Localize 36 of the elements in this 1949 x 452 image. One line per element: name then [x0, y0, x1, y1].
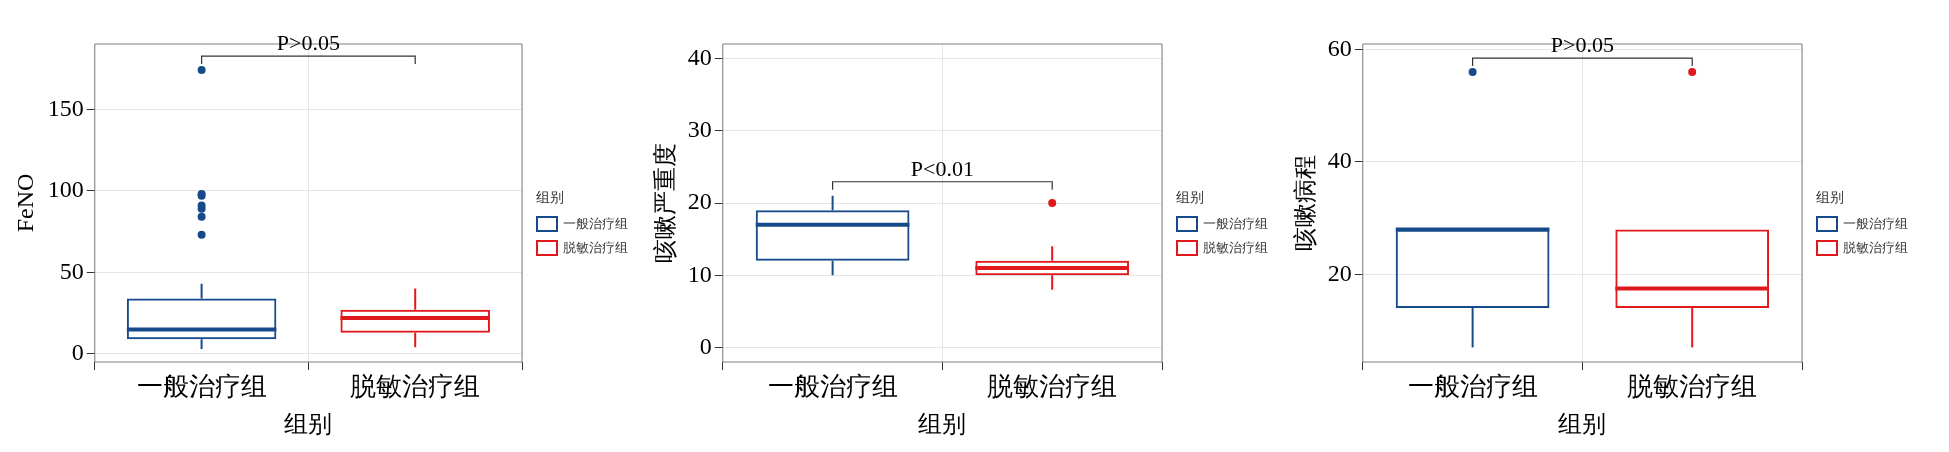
annotation: P>0.05 [276, 29, 340, 55]
y-axis-title: 咳嗽病程 [1291, 155, 1318, 251]
x-tick-label: 脱敏治疗组 [350, 372, 481, 402]
y-axis-title: FeNO [11, 173, 38, 233]
annotation: P<0.01 [910, 155, 974, 181]
legend-label: 脱敏治疗组 [1843, 239, 1908, 257]
x-tick-label: 脱敏治疗组 [1627, 372, 1758, 402]
x-tick-label: 一般治疗组 [136, 372, 267, 402]
y-tick-label: 100 [47, 176, 84, 203]
legend-title: 组别 [1816, 189, 1845, 207]
y-tick-label: 0 [699, 332, 712, 359]
y-tick-label: 20 [687, 188, 712, 215]
legend-label: 脱敏治疗组 [563, 239, 628, 257]
annotation: P>0.05 [1550, 31, 1614, 57]
y-tick-label: 30 [687, 116, 712, 143]
y-tick-label: 0 [71, 339, 84, 366]
x-tick-label: 一般治疗组 [767, 372, 898, 402]
legend-title: 组别 [1176, 189, 1205, 207]
x-axis-title: 组别 [284, 410, 333, 437]
legend-label: 一般治疗组 [563, 215, 628, 233]
x-tick-label: 一般治疗组 [1407, 372, 1538, 402]
y-tick-label: 40 [1327, 147, 1352, 174]
y-tick-label: 40 [687, 43, 712, 70]
legend-label: 一般治疗组 [1843, 215, 1908, 233]
x-axis-title: 组别 [918, 410, 967, 437]
y-axis-title: 咳嗽严重度 [651, 143, 678, 263]
legend-label: 一般治疗组 [1203, 215, 1268, 233]
x-axis-title: 组别 [1558, 410, 1607, 437]
y-tick-label: 50 [59, 257, 84, 284]
legend-title: 组别 [536, 189, 565, 207]
y-tick-label: 150 [47, 94, 84, 121]
y-tick-label: 60 [1327, 34, 1352, 61]
x-tick-label: 脱敏治疗组 [987, 372, 1118, 402]
y-tick-label: 20 [1327, 259, 1352, 286]
legend-label: 脱敏治疗组 [1203, 239, 1268, 257]
y-tick-label: 10 [687, 260, 712, 287]
